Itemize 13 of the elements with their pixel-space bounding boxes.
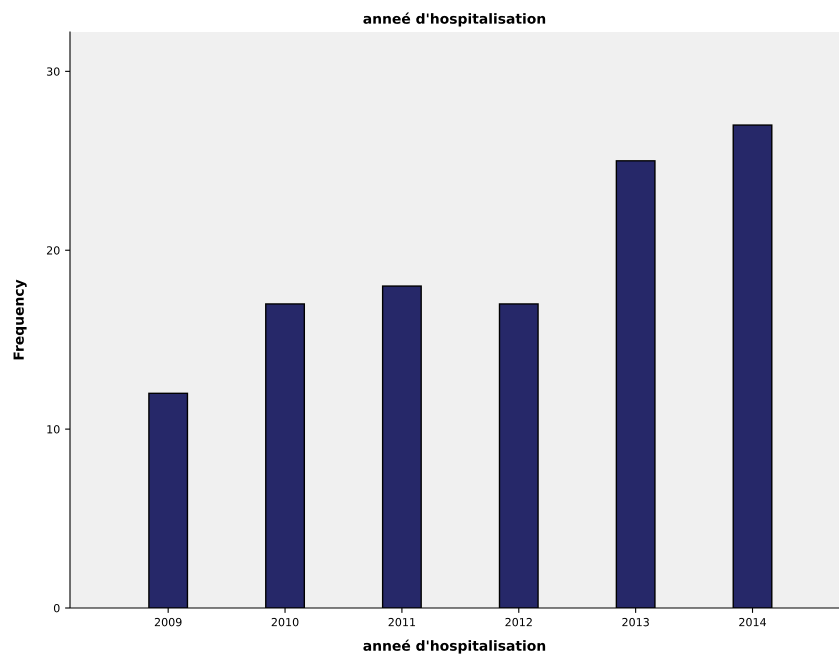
x-tick-label: 2014 — [739, 618, 766, 626]
y-tick-label: 30 — [46, 67, 60, 76]
y-tick-label: 20 — [46, 246, 60, 255]
x-tick-label: 2012 — [505, 618, 532, 626]
x-axis-title: anneé d'hospitalisation — [363, 640, 546, 654]
x-tick-label: 2009 — [154, 618, 182, 626]
y-tick-label: 10 — [47, 425, 60, 434]
x-tick-label: 2013 — [622, 618, 649, 626]
chart-title: anneé d'hospitalisation — [363, 12, 546, 27]
x-tick-label: 2011 — [388, 618, 416, 626]
x-tick-label: 2010 — [272, 618, 298, 626]
y-tick-label: 0 — [54, 604, 60, 612]
y-axis-title: Frequency — [14, 280, 27, 360]
